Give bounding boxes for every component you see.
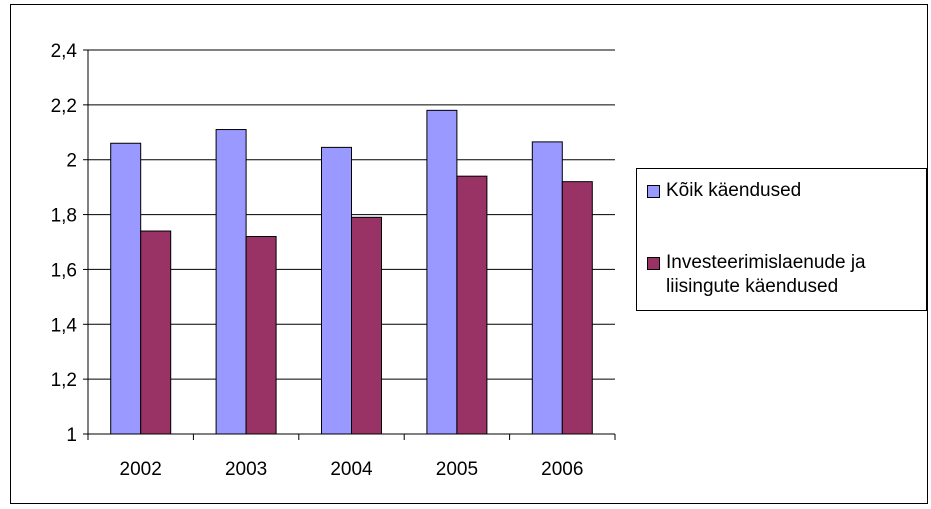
y-tick-label: 2 [66,151,77,172]
y-tick-label: 1,2 [51,370,77,391]
bar-series-1 [426,109,458,435]
bar-series-2 [245,236,277,435]
x-tick-label: 2005 [436,459,478,480]
bar-series-1 [110,142,142,435]
bar-series-2 [351,216,382,435]
legend-swatch-series-1 [647,185,660,198]
bar-series-2 [456,175,488,435]
y-tick-label: 2,4 [51,41,78,62]
y-tick-label: 1,8 [51,206,77,227]
x-tick-label: 2004 [330,459,373,480]
y-tick-label: 2,2 [51,96,77,117]
y-tick-label: 1,6 [51,260,77,281]
legend-label-series-2: Investeerimislaenude ja liisingute käend… [666,252,866,297]
x-tick-label: 2002 [120,459,162,480]
legend-swatch-series-2 [647,257,660,270]
x-tick-label: 2003 [225,459,267,480]
y-tick-label: 1 [66,425,77,446]
bar-series-1 [321,146,352,435]
bar-series-1 [531,141,563,435]
x-tick-label: 2006 [541,459,583,480]
legend-label-series-1: Kõik käendused [666,180,802,201]
legend: Kõik käendused Investeerimislaenude ja l… [636,168,927,311]
bar-series-2 [561,181,593,435]
y-tick-label: 1,4 [51,315,78,336]
bar-series-2 [140,230,172,435]
bar-series-1 [215,129,247,435]
legend-item-series-1: Kõik käendused [647,179,928,203]
legend-item-series-2: Investeerimislaenude ja liisingute käend… [647,251,928,299]
